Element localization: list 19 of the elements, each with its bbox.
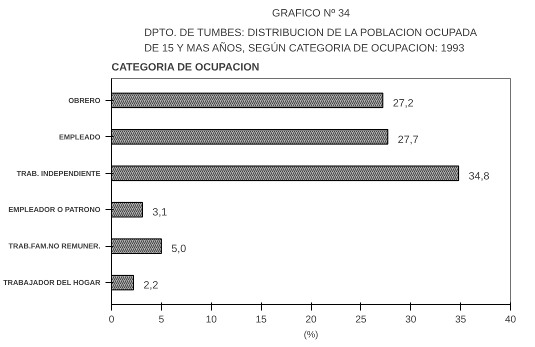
- data-label: 5,0: [171, 243, 186, 256]
- x-tick-label: 30: [405, 314, 417, 326]
- x-axis-title: (%): [304, 330, 318, 340]
- chart-subtitle: DPTO. DE TUMBES: DISTRIBUCION DE LA POBLACION OCUPADA DE 15 Y MAS AÑOS, SEGÚN CATEGORIA DE OCUPACION: 1993: [144, 26, 478, 54]
- data-label: 27,7: [398, 134, 419, 146]
- x-tick-label: 0: [108, 314, 115, 326]
- chart-title: GRAFICO Nº 34: [272, 8, 350, 20]
- x-tick-label: 5: [158, 314, 165, 326]
- data-label: 34,8: [468, 170, 490, 182]
- x-tick-label: 20: [305, 314, 317, 326]
- data-label: 2,2: [143, 280, 158, 292]
- x-tick-label: 35: [455, 314, 467, 326]
- data-label: 3,1: [152, 206, 168, 219]
- data-label: 27,2: [392, 97, 414, 110]
- x-tick-label: 25: [355, 314, 367, 326]
- x-tick-label: 40: [504, 314, 516, 326]
- y-axis-title: CATEGORIA DE OCUPACION: [112, 62, 260, 74]
- x-tick-label: 15: [256, 314, 268, 326]
- x-tick-label: 10: [206, 314, 218, 326]
